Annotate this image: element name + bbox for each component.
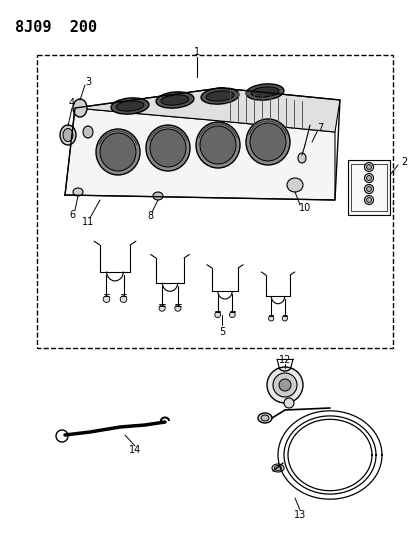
- Ellipse shape: [200, 88, 238, 104]
- Ellipse shape: [297, 153, 305, 163]
- Text: 5: 5: [218, 327, 225, 337]
- Text: 8: 8: [146, 211, 153, 221]
- Ellipse shape: [153, 192, 163, 200]
- Text: 11: 11: [82, 217, 94, 227]
- Ellipse shape: [73, 188, 83, 196]
- Circle shape: [103, 296, 110, 302]
- Text: 12: 12: [278, 355, 290, 365]
- Polygon shape: [75, 88, 339, 132]
- Ellipse shape: [366, 198, 371, 203]
- Text: 1: 1: [193, 47, 200, 57]
- Ellipse shape: [245, 119, 289, 165]
- Ellipse shape: [200, 126, 236, 164]
- Ellipse shape: [156, 92, 193, 108]
- Ellipse shape: [364, 163, 373, 172]
- Text: 2: 2: [400, 157, 406, 167]
- Ellipse shape: [366, 165, 371, 169]
- Ellipse shape: [100, 133, 136, 171]
- Ellipse shape: [364, 174, 373, 182]
- Ellipse shape: [274, 465, 281, 471]
- Ellipse shape: [271, 464, 283, 472]
- Ellipse shape: [249, 123, 285, 161]
- Ellipse shape: [364, 184, 373, 193]
- Circle shape: [214, 312, 220, 318]
- Text: 14: 14: [128, 445, 141, 455]
- Circle shape: [268, 316, 273, 321]
- Ellipse shape: [366, 187, 371, 191]
- Ellipse shape: [196, 122, 239, 168]
- Circle shape: [120, 296, 126, 302]
- Text: 13: 13: [293, 510, 306, 520]
- Circle shape: [229, 312, 235, 318]
- Bar: [347, 160, 389, 215]
- Ellipse shape: [286, 178, 302, 192]
- Text: 6: 6: [69, 210, 75, 220]
- Circle shape: [278, 379, 290, 391]
- Circle shape: [281, 316, 287, 321]
- Ellipse shape: [250, 87, 278, 97]
- Ellipse shape: [73, 99, 87, 117]
- Ellipse shape: [60, 125, 76, 145]
- Ellipse shape: [366, 175, 371, 181]
- Bar: [37, 55, 392, 348]
- Ellipse shape: [150, 129, 186, 167]
- Circle shape: [174, 305, 180, 311]
- Circle shape: [272, 373, 296, 397]
- Ellipse shape: [63, 128, 73, 141]
- Ellipse shape: [257, 413, 271, 423]
- Ellipse shape: [161, 95, 189, 105]
- Circle shape: [56, 430, 68, 442]
- Circle shape: [283, 398, 293, 408]
- Text: 3: 3: [85, 77, 91, 87]
- Circle shape: [266, 367, 302, 403]
- Ellipse shape: [96, 129, 139, 175]
- Text: 8J09  200: 8J09 200: [15, 20, 97, 35]
- Polygon shape: [65, 108, 334, 200]
- Ellipse shape: [116, 101, 144, 111]
- Ellipse shape: [146, 125, 189, 171]
- Ellipse shape: [111, 98, 148, 114]
- Ellipse shape: [261, 415, 268, 421]
- Text: 7: 7: [316, 123, 322, 133]
- Bar: [350, 164, 386, 211]
- Circle shape: [159, 305, 165, 311]
- Ellipse shape: [83, 126, 93, 138]
- Ellipse shape: [206, 91, 234, 101]
- Text: 4: 4: [69, 98, 75, 108]
- Ellipse shape: [245, 84, 283, 100]
- Ellipse shape: [364, 196, 373, 205]
- Text: 10: 10: [298, 203, 310, 213]
